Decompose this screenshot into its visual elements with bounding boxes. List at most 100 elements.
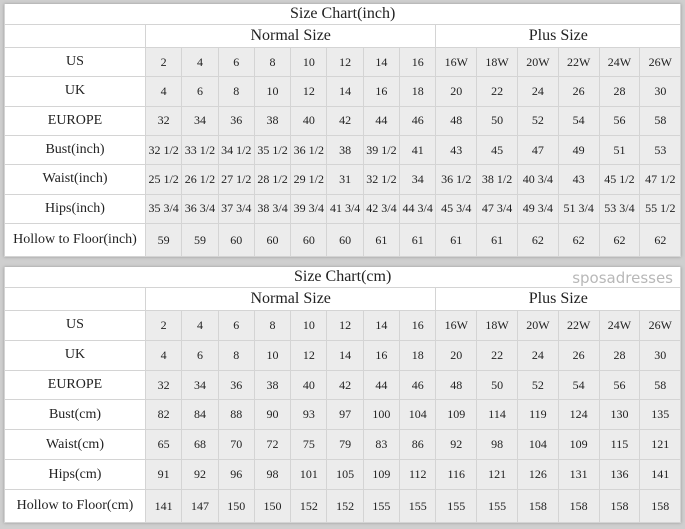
table-row: EUROPE 32 34 36 38 40 42 44 46 48 50 52 54 56 58 xyxy=(4,105,682,136)
size-cell: 72 xyxy=(253,429,292,461)
size-cell: 58 xyxy=(639,369,682,401)
size-cell: 101 xyxy=(290,459,328,490)
plus-size-header: Plus Size xyxy=(435,24,682,48)
size-cell: 6 xyxy=(217,310,255,341)
size-cell: 16 xyxy=(362,339,401,371)
size-cell: 16W xyxy=(435,46,478,78)
size-cell: 45 1/2 xyxy=(598,164,641,195)
size-cell: 46 xyxy=(399,105,437,136)
size-cell: 115 xyxy=(598,429,641,461)
chart-title: Size Chart(cm) xyxy=(3,267,682,288)
size-cell: 54 xyxy=(557,105,600,136)
size-cell: 91 xyxy=(144,459,183,490)
table-row: Hollow to Floor(inch) 59 59 60 60 60 60 61 61 61 6… xyxy=(4,223,682,257)
size-cell: 141 xyxy=(639,459,682,490)
size-cell: 14 xyxy=(362,310,401,341)
size-cell: 147 xyxy=(181,489,219,523)
size-cell: 105 xyxy=(326,459,364,490)
size-cell: 36 1/2 xyxy=(290,134,328,166)
size-cell: 83 xyxy=(362,429,401,461)
size-cell: 109 xyxy=(362,459,401,490)
size-cell: 119 xyxy=(516,399,559,431)
size-cell: 26W xyxy=(639,46,682,78)
size-cell: 82 xyxy=(144,399,183,431)
corner-cell xyxy=(4,24,146,48)
table-row: UK 4 6 8 10 12 14 16 18 20 22 24 26 28 30 xyxy=(4,339,682,371)
table-row: US 2 4 6 8 10 12 14 16 16W 18W 20W 22W 24W 26W xyxy=(4,46,682,78)
size-cell: 152 xyxy=(326,489,364,523)
size-cell: 47 3/4 xyxy=(476,193,518,225)
size-cell: 49 xyxy=(557,134,600,166)
size-cell: 10 xyxy=(290,46,328,78)
size-cell: 24W xyxy=(598,310,641,341)
table-row: Waist(inch) 25 1/2 26 1/2 27 1/2 28 1/2 29 1/… xyxy=(4,164,682,195)
size-cell: 18W xyxy=(476,310,518,341)
size-cell: 112 xyxy=(399,459,437,490)
row-label: Bust(cm) xyxy=(4,399,146,431)
size-cell: 44 xyxy=(362,105,401,136)
size-cell: 60 xyxy=(217,223,255,257)
row-label: Waist(inch) xyxy=(4,164,146,195)
size-cell: 42 xyxy=(326,369,364,401)
size-cell: 60 xyxy=(326,223,364,257)
row-label: EUROPE xyxy=(4,369,146,401)
size-cell: 130 xyxy=(598,399,641,431)
size-cell: 49 3/4 xyxy=(516,193,559,225)
row-label: Hollow to Floor(inch) xyxy=(4,223,146,257)
size-cell: 12 xyxy=(290,339,328,371)
size-cell: 39 3/4 xyxy=(290,193,328,225)
size-cell: 131 xyxy=(557,459,600,490)
size-cell: 12 xyxy=(326,46,364,78)
size-cell: 116 xyxy=(435,459,478,490)
size-cell: 56 xyxy=(598,369,641,401)
size-cell: 20 xyxy=(435,339,478,371)
corner-cell xyxy=(4,287,146,311)
size-cell: 53 3/4 xyxy=(598,193,641,225)
size-cell: 65 xyxy=(144,429,183,461)
size-cell: 48 xyxy=(435,369,478,401)
row-label: EUROPE xyxy=(4,105,146,136)
size-cell: 14 xyxy=(326,339,364,371)
size-cell: 32 1/2 xyxy=(362,164,401,195)
row-label: UK xyxy=(4,76,146,107)
size-cell: 42 3/4 xyxy=(362,193,401,225)
size-cell: 30 xyxy=(639,339,682,371)
size-cell: 38 xyxy=(253,105,292,136)
size-cell: 6 xyxy=(181,76,219,107)
size-cell: 155 xyxy=(362,489,401,523)
size-cell: 155 xyxy=(399,489,437,523)
table-row: EUROPE 32 34 36 38 40 42 44 46 48 50 52 54 56 58 xyxy=(4,369,682,401)
size-cell: 10 xyxy=(290,310,328,341)
table-row: Hollow to Floor(cm) 141 147 150 150 152 152 155… xyxy=(4,489,682,523)
table-row: Bust(inch) 32 1/2 33 1/2 34 1/2 35 1/2 36 1/2… xyxy=(4,134,682,166)
size-cell: 61 xyxy=(399,223,437,257)
size-cell: 92 xyxy=(435,429,478,461)
size-cell: 34 1/2 xyxy=(217,134,255,166)
size-cell: 36 1/2 xyxy=(435,164,478,195)
size-chart-cm: Size Chart(cm) Normal Size Plus Size US 2 4 6 8… xyxy=(3,267,682,523)
size-cell: 59 xyxy=(181,223,219,257)
normal-size-header: Normal Size xyxy=(144,287,437,311)
size-cell: 38 1/2 xyxy=(476,164,518,195)
size-cell: 33 1/2 xyxy=(181,134,219,166)
size-cell: 28 xyxy=(598,339,641,371)
size-cell: 158 xyxy=(557,489,600,523)
size-cell: 50 xyxy=(476,105,518,136)
size-cell: 38 xyxy=(326,134,364,166)
size-cell: 62 xyxy=(598,223,641,257)
size-cell: 26W xyxy=(639,310,682,341)
size-cell: 43 xyxy=(435,134,478,166)
size-cell: 26 1/2 xyxy=(181,164,219,195)
size-cell: 42 xyxy=(326,105,364,136)
size-cell: 25 1/2 xyxy=(144,164,183,195)
size-cell: 22W xyxy=(557,46,600,78)
size-cell: 60 xyxy=(290,223,328,257)
size-cell: 158 xyxy=(639,489,682,523)
size-cell: 158 xyxy=(598,489,641,523)
plus-size-header: Plus Size xyxy=(435,287,682,311)
table-row: Bust(cm) 82 84 88 90 93 97 100 104 109 114 119 124 13… xyxy=(4,399,682,431)
size-cell: 4 xyxy=(144,76,183,107)
size-cell: 62 xyxy=(516,223,559,257)
size-cell: 28 1/2 xyxy=(253,164,292,195)
size-cell: 61 xyxy=(435,223,478,257)
